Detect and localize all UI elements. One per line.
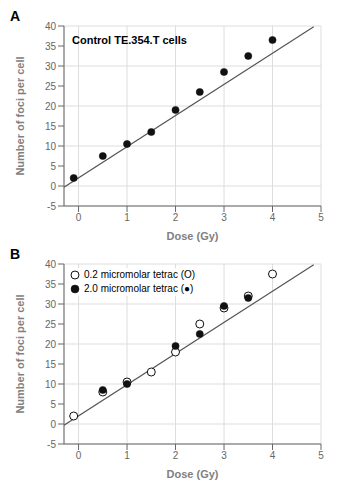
svg-text:20: 20 (45, 339, 57, 350)
html-text:2.0 micromolar tetrac (●): 2.0 micromolar tetrac (●) (84, 283, 194, 294)
svg-text:1: 1 (124, 212, 130, 223)
svg-text:-5: -5 (47, 201, 56, 212)
svg-text:Number of foci per cell: Number of foci per cell (14, 294, 26, 413)
svg-text:Number of foci per cell: Number of foci per cell (14, 56, 26, 175)
svg-text:0: 0 (76, 212, 82, 223)
svg-text:15: 15 (45, 121, 57, 132)
svg-text:40: 40 (45, 21, 57, 32)
svg-text:25: 25 (45, 319, 57, 330)
svg-text:20: 20 (45, 101, 57, 112)
svg-text:0: 0 (50, 419, 56, 430)
svg-text:25: 25 (45, 81, 57, 92)
svg-text:4: 4 (270, 212, 276, 223)
svg-text:0: 0 (76, 450, 82, 461)
svg-text:30: 30 (45, 299, 57, 310)
svg-text:2: 2 (173, 212, 179, 223)
svg-text:30: 30 (45, 61, 57, 72)
html-text:A: A (10, 8, 21, 24)
svg-text:5: 5 (50, 161, 56, 172)
svg-text:1: 1 (124, 450, 130, 461)
svg-text:40: 40 (45, 259, 57, 270)
svg-text:0: 0 (50, 181, 56, 192)
svg-text:-5: -5 (47, 439, 56, 450)
html-text:B: B (10, 246, 21, 262)
html-text:0.2 micromolar tetrac (O): 0.2 micromolar tetrac (O) (84, 269, 196, 280)
html-text:Control TE.354.T cells: Control TE.354.T cells (72, 34, 187, 46)
svg-text:35: 35 (45, 41, 57, 52)
svg-text:2: 2 (173, 450, 179, 461)
svg-text:Dose (Gy): Dose (Gy) (167, 468, 219, 480)
svg-text:5: 5 (318, 450, 324, 461)
svg-text:5: 5 (318, 212, 324, 223)
svg-text:35: 35 (45, 279, 57, 290)
svg-text:15: 15 (45, 359, 57, 370)
svg-text:4: 4 (270, 450, 276, 461)
svg-text:5: 5 (50, 399, 56, 410)
svg-text:10: 10 (45, 379, 57, 390)
svg-text:3: 3 (221, 450, 227, 461)
svg-text:3: 3 (221, 212, 227, 223)
svg-text:Dose (Gy): Dose (Gy) (167, 230, 219, 242)
svg-text:10: 10 (45, 141, 57, 152)
